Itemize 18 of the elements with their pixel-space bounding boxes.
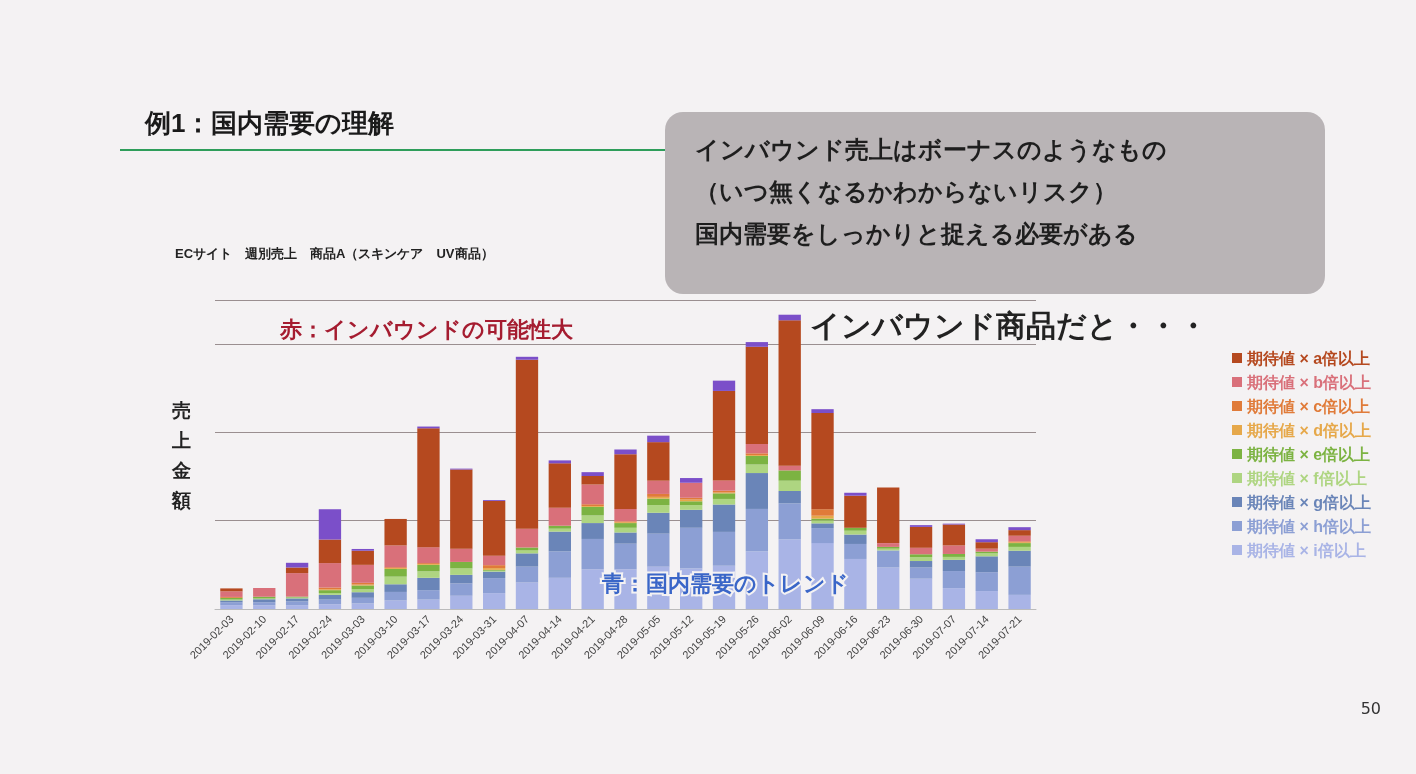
legend-label: 期待値 × g倍以上: [1245, 493, 1372, 511]
annotation: インバウンド商品だと・・・: [810, 307, 1208, 343]
annotation: 赤：インバウンドの可能性大: [279, 316, 574, 342]
text: インバウンド売上はボーナスのようなもの: [695, 136, 1167, 164]
legend-label: 期待値 × a倍以上: [1245, 349, 1371, 367]
text: 国内需要をしっかりと捉える必要がある: [695, 220, 1138, 248]
legend-label: 期待値 × b倍以上: [1245, 373, 1372, 391]
text: 50: [1360, 698, 1381, 718]
legend-label: 期待値 × e倍以上: [1245, 445, 1371, 463]
legend-label: 期待値 × i倍以上: [1245, 541, 1366, 559]
legend-label: 期待値 × h倍以上: [1245, 517, 1372, 535]
y-axis-title: 売上金額: [171, 399, 191, 511]
chart-title: 例1：国内需要の理解: [144, 108, 395, 138]
legend-label: 期待値 × f倍以上: [1245, 469, 1367, 487]
chart-subtitle: ECサイト 週別売上 商品A（スキンケア UV商品）: [175, 246, 494, 261]
text: （いつ無くなるかわからないリスク）: [695, 178, 1117, 206]
legend-label: 期待値 × d倍以上: [1245, 421, 1372, 439]
legend-label: 期待値 × c倍以上: [1245, 397, 1371, 415]
